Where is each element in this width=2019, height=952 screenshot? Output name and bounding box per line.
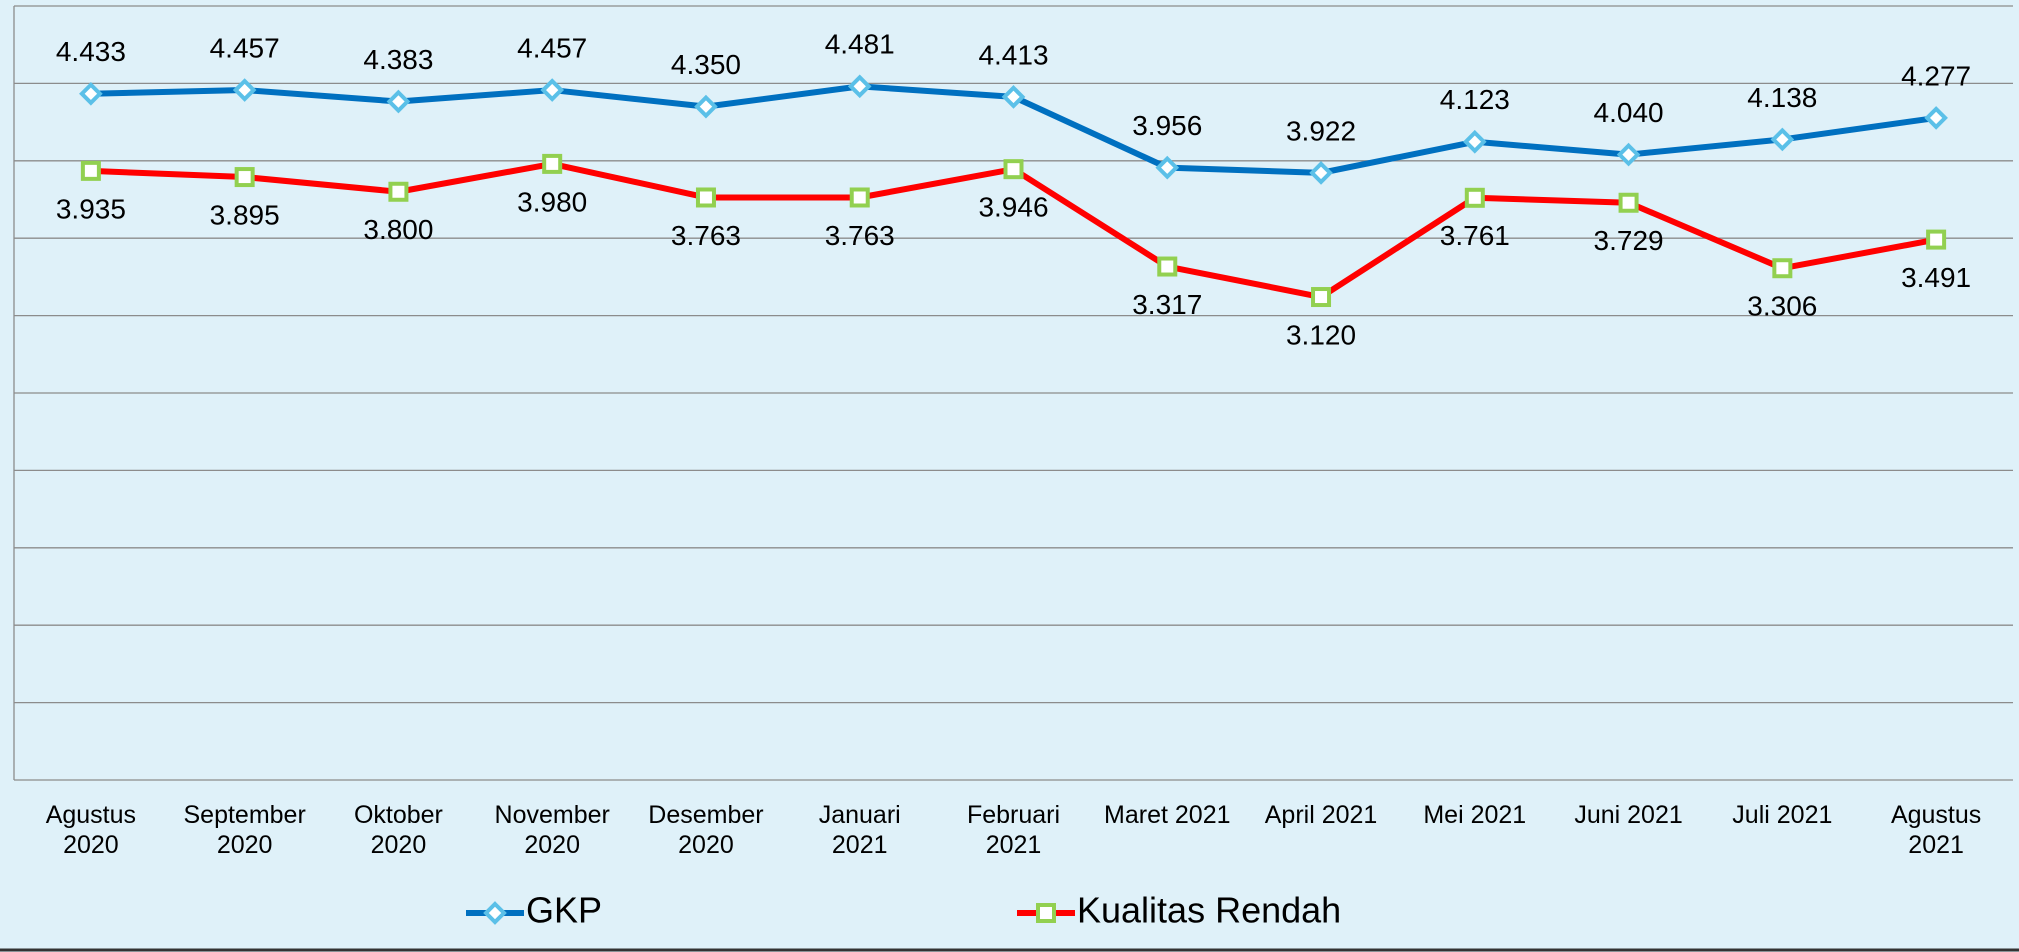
- data-label: 3.956: [1132, 110, 1202, 141]
- data-label: 4.481: [825, 29, 895, 60]
- marker: [695, 187, 716, 208]
- data-label: 3.306: [1747, 291, 1817, 322]
- marker: [1001, 85, 1026, 109]
- data-label: 4.383: [363, 44, 433, 75]
- marker: [232, 78, 257, 102]
- x-tick-label: Desember 2020: [648, 801, 764, 859]
- marker: [1616, 142, 1641, 167]
- data-label: 3.895: [210, 199, 280, 230]
- x-tick-label-box: Juli 2021: [1732, 801, 1833, 829]
- data-label: 3.763: [825, 220, 895, 251]
- x-tick-label: Oktober 2020: [353, 801, 443, 859]
- marker: [540, 78, 565, 102]
- data-label: 3.800: [363, 214, 433, 245]
- marker: [1772, 258, 1793, 279]
- marker: [847, 74, 872, 99]
- x-tick-label-box: Oktober 2020: [353, 801, 443, 859]
- x-tick-label-box: Juni 2021: [1574, 801, 1683, 829]
- marker: [1311, 287, 1332, 308]
- data-label: 3.761: [1440, 220, 1510, 251]
- x-tick-label: Agustus 2020: [45, 801, 137, 859]
- data-label: 4.457: [210, 32, 280, 63]
- x-tick-label: Januari 2021: [818, 801, 901, 859]
- marker: [386, 89, 411, 114]
- markers: [79, 74, 1948, 185]
- legend-label: Kualitas Rendah: [1077, 890, 1341, 931]
- data-label: 4.138: [1747, 82, 1817, 113]
- x-tick-label-box: September 2020: [183, 801, 306, 859]
- x-tick-label: November 2020: [494, 801, 610, 859]
- marker: [79, 81, 103, 106]
- x-tick-label: Agustus 2021: [1890, 801, 1982, 859]
- data-label: 4.277: [1901, 60, 1971, 91]
- legend-label: GKP: [526, 890, 602, 931]
- marker: [1770, 127, 1795, 152]
- marker: [1462, 129, 1487, 154]
- data-label: 4.350: [671, 49, 741, 80]
- data-label: 3.729: [1594, 225, 1664, 256]
- marker: [1003, 159, 1024, 180]
- x-tick-label: April 2021: [1264, 801, 1378, 829]
- marker: [694, 94, 718, 119]
- marker: [1309, 161, 1333, 185]
- data-label: 4.457: [517, 32, 587, 63]
- data-label: 3.491: [1901, 262, 1971, 293]
- markers: [80, 153, 1947, 308]
- x-tick-label-box: Agustus 2020: [45, 801, 137, 859]
- data-label: 3.120: [1286, 319, 1356, 350]
- data-label: 4.123: [1440, 84, 1510, 115]
- marker: [1464, 187, 1485, 208]
- x-tick-label: Juni 2021: [1574, 801, 1683, 829]
- data-label: 3.922: [1286, 115, 1356, 146]
- x-tick-label: Juli 2021: [1732, 801, 1833, 829]
- data-label: 4.413: [978, 39, 1048, 70]
- data-label: 3.980: [517, 186, 587, 217]
- x-tick-label-box: Desember 2020: [648, 801, 764, 859]
- x-tick-label: Mei 2021: [1423, 801, 1527, 829]
- data-label: 3.317: [1132, 289, 1202, 320]
- x-tick-label: Februari 2021: [966, 801, 1061, 859]
- data-label: 3.763: [671, 220, 741, 251]
- marker: [483, 901, 507, 925]
- x-tick-label-box: Februari 2021: [966, 801, 1061, 859]
- marker: [1157, 256, 1178, 277]
- marker: [849, 187, 870, 208]
- marker: [1926, 229, 1947, 250]
- marker: [542, 153, 563, 174]
- x-tick-label-box: Maret 2021: [1104, 801, 1231, 829]
- x-tick-label: September 2020: [183, 801, 306, 859]
- x-tick-label-box: April 2021: [1264, 801, 1378, 829]
- marker: [234, 167, 255, 188]
- x-tick-label-box: November 2020: [494, 801, 610, 859]
- x-tick-label-box: Agustus 2021: [1890, 801, 1982, 859]
- x-tick-label: Maret 2021: [1104, 801, 1231, 829]
- marker: [388, 181, 409, 202]
- marker: [1924, 106, 1948, 130]
- x-tick-label-box: Mei 2021: [1423, 801, 1527, 829]
- data-label: 3.946: [978, 192, 1048, 223]
- x-tick-label-box: Januari 2021: [818, 801, 901, 859]
- marker: [1618, 192, 1639, 213]
- marker: [80, 160, 101, 181]
- marker: [1155, 155, 1180, 180]
- data-label: 4.433: [56, 36, 126, 67]
- data-label: 4.040: [1594, 97, 1664, 128]
- marker: [1036, 903, 1056, 923]
- data-label: 3.935: [56, 193, 126, 224]
